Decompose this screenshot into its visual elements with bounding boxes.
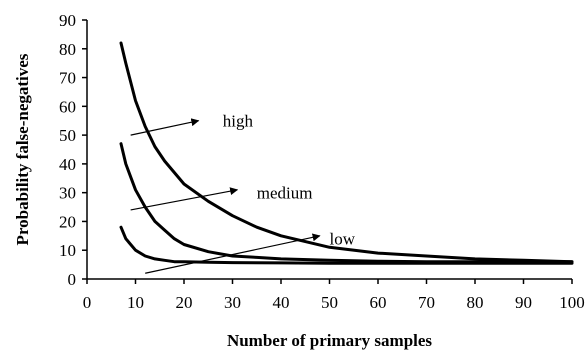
y-tick-label: 70 bbox=[59, 69, 76, 88]
x-tick-label: 40 bbox=[273, 293, 290, 312]
y-tick-label: 40 bbox=[59, 155, 76, 174]
y-tick-label: 80 bbox=[59, 40, 76, 59]
y-tick-label: 90 bbox=[59, 11, 76, 30]
series-line-high bbox=[119, 41, 574, 264]
y-tick-label: 0 bbox=[68, 270, 77, 289]
annotation-label-high: high bbox=[223, 112, 254, 131]
x-tick-label: 0 bbox=[83, 293, 92, 312]
y-tick-label: 20 bbox=[59, 212, 76, 231]
x-tick-label: 60 bbox=[370, 293, 387, 312]
series-line-low bbox=[119, 225, 574, 265]
x-tick-label: 90 bbox=[515, 293, 532, 312]
y-tick-label: 30 bbox=[59, 184, 76, 203]
x-tick-label: 70 bbox=[418, 293, 435, 312]
annotation-layer: high medium low bbox=[130, 112, 356, 274]
x-tick-label: 20 bbox=[176, 293, 193, 312]
x-axis-title: Number of primary samples bbox=[227, 331, 432, 350]
x-tick-label: 80 bbox=[467, 293, 484, 312]
x-tick-label: 10 bbox=[127, 293, 144, 312]
x-tick-label: 100 bbox=[559, 293, 585, 312]
y-axis-ticks: 0 10 20 30 40 50 60 70 80 90 bbox=[59, 11, 87, 289]
series-layer bbox=[119, 41, 574, 265]
x-axis-ticks: 0 10 20 30 40 50 60 70 80 90 100 bbox=[83, 279, 585, 312]
y-tick-label: 50 bbox=[59, 126, 76, 145]
y-tick-label: 10 bbox=[59, 241, 76, 260]
annotation-label-medium: medium bbox=[257, 184, 313, 203]
x-tick-label: 50 bbox=[321, 293, 338, 312]
x-tick-label: 30 bbox=[224, 293, 241, 312]
y-axis-title: Probability false-negatives bbox=[13, 53, 32, 245]
annotation-arrow-low bbox=[145, 233, 321, 274]
y-tick-label: 60 bbox=[59, 97, 76, 116]
annotation-label-low: low bbox=[330, 230, 356, 249]
annotation-arrow-medium bbox=[130, 187, 239, 211]
annotation-arrow-high bbox=[130, 118, 200, 136]
